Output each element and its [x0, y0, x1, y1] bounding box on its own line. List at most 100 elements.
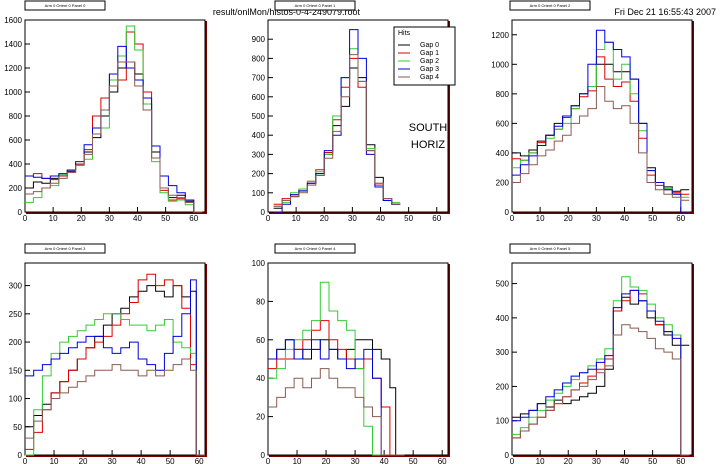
legend-entry-gap2: Gap 2 [420, 58, 439, 65]
panel-5: Arm 0 Orient 0 Panel 5 0 100 200 300 400 500 0 1… [496, 243, 694, 464]
panel-frame-shadow [513, 455, 694, 457]
panel-title: Arm 0 Orient 0 Panel 0 [45, 3, 86, 8]
x-tick-label: 30 [108, 457, 117, 464]
x-tick-label: 60 [195, 457, 204, 464]
series-gap-4 [273, 54, 401, 207]
panel-frame-shadow [448, 21, 450, 213]
annotation-horiz: HORIZ [411, 139, 446, 151]
series-gap-4 [268, 368, 405, 456]
y-tick-label: 0 [505, 208, 510, 217]
panel-frame [511, 19, 693, 213]
x-tick-label: 10 [293, 457, 302, 464]
legend-entry-gap0: Gap 0 [420, 42, 439, 49]
x-tick-label: 10 [50, 457, 59, 464]
x-tick-label: 60 [676, 214, 685, 223]
y-tick-label: 1400 [4, 40, 22, 49]
panel-frame-shadow [205, 264, 207, 456]
x-tick-label: 30 [592, 457, 601, 464]
panel-frame-shadow [692, 21, 694, 213]
x-tick-label: 30 [351, 457, 360, 464]
y-tick-label: 40 [256, 374, 265, 383]
x-tick-label: 30 [105, 214, 114, 223]
y-tick-label: 200 [252, 170, 266, 179]
legend: Hits Gap 0 Gap 1 Gap 2 Gap 3 Gap 4 [393, 26, 456, 86]
panel-title-box [274, 0, 356, 11]
series-gap-4 [512, 324, 690, 456]
y-tick-label: 50 [13, 423, 22, 432]
series-gap-4 [512, 86, 690, 201]
series-gap-3 [512, 289, 690, 456]
y-tick-label: 250 [9, 310, 23, 319]
x-tick-label: 50 [161, 214, 170, 223]
panel-title-box [24, 0, 106, 11]
x-tick-label: 40 [133, 214, 142, 223]
y-tick-label: 200 [9, 184, 23, 193]
x-tick-label: 20 [320, 214, 329, 223]
x-tick-label: 0 [23, 457, 28, 464]
x-tick-label: 50 [648, 457, 657, 464]
panel-3: Arm 0 Orient 0 Panel 3050100150200250300… [9, 243, 207, 464]
panel-title-box [274, 243, 356, 254]
y-tick-label: 200 [9, 338, 23, 347]
panel-frame-shadow [513, 212, 694, 214]
x-tick-label: 10 [49, 214, 58, 223]
y-tick-label: 0 [18, 451, 23, 460]
x-tick-label: 20 [564, 457, 573, 464]
panel-frame-shadow [692, 264, 694, 456]
y-tick-label: 500 [252, 112, 266, 121]
panel-frame-shadow [26, 212, 207, 214]
series-gap-3 [268, 339, 405, 456]
series-gap-3 [512, 29, 690, 213]
y-tick-label: 80 [256, 297, 265, 306]
y-tick-label: 200 [496, 382, 510, 391]
panel-title: Arm 0 Orient 0 Panel 5 [530, 246, 571, 251]
y-tick-label: 1000 [491, 60, 509, 69]
x-tick-label: 10 [292, 214, 301, 223]
y-tick-label: 800 [496, 90, 510, 99]
y-tick-label: 1000 [4, 88, 22, 97]
panel-title: Arm 0 Orient 0 Panel 2 [530, 3, 571, 8]
x-tick-label: 10 [536, 457, 545, 464]
y-tick-label: 0 [261, 208, 266, 217]
panel-title: Arm 0 Orient 0 Panel 1 [295, 3, 336, 8]
y-tick-label: 300 [9, 282, 23, 291]
series-gap-2 [268, 281, 405, 456]
x-tick-label: 40 [380, 457, 389, 464]
y-tick-label: 0 [261, 451, 266, 460]
y-tick-label: 600 [496, 119, 510, 128]
x-tick-label: 30 [592, 214, 601, 223]
series-gap-3 [25, 45, 203, 213]
panel-frame-shadow [269, 455, 450, 457]
panel-title-box [509, 0, 591, 11]
y-tick-label: 1600 [4, 16, 22, 25]
x-tick-label: 0 [23, 214, 28, 223]
x-tick-label: 0 [510, 214, 515, 223]
y-tick-label: 400 [9, 160, 23, 169]
y-tick-label: 500 [496, 280, 510, 289]
panel-frame-shadow [448, 264, 450, 456]
x-tick-label: 30 [348, 214, 357, 223]
y-tick-label: 100 [9, 395, 23, 404]
series-gap-3 [273, 29, 401, 213]
y-tick-label: 300 [252, 150, 266, 159]
panel-title: Arm 0 Orient 0 Panel 4 [295, 246, 336, 251]
x-tick-label: 20 [322, 457, 331, 464]
y-tick-label: 20 [256, 413, 265, 422]
x-tick-label: 60 [189, 214, 198, 223]
x-tick-label: 60 [438, 457, 447, 464]
x-tick-label: 40 [620, 457, 629, 464]
x-tick-label: 0 [510, 457, 515, 464]
annotation-south: SOUTH [409, 122, 448, 134]
x-tick-label: 60 [432, 214, 441, 223]
y-tick-label: 600 [252, 93, 266, 102]
x-tick-label: 50 [648, 214, 657, 223]
y-tick-label: 400 [496, 149, 510, 158]
x-tick-label: 20 [77, 214, 86, 223]
x-tick-label: 40 [376, 214, 385, 223]
x-tick-label: 20 [564, 214, 573, 223]
file-path-label: result/onlMon/histos-0-4-249079.root [213, 7, 361, 17]
series-gap-1 [25, 273, 205, 456]
y-tick-label: 0 [505, 451, 510, 460]
panel-title-box [509, 243, 591, 254]
